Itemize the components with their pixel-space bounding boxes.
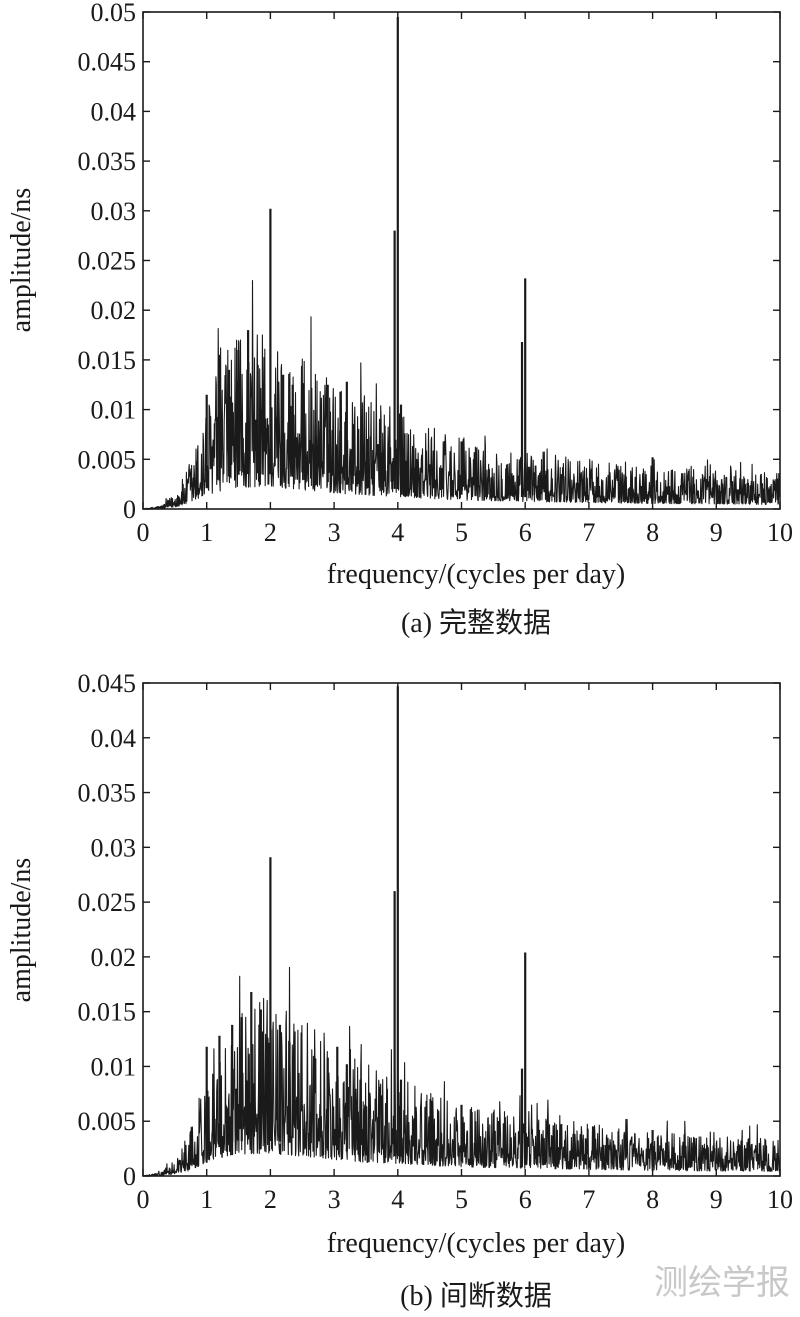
ticks-a: 0 1 2 3 4 5 6 7 8 9 10 0 0.005 0.01 0.015 0.02 0.025 0.03… (78, 0, 794, 547)
x-tick-label: 8 (646, 518, 659, 547)
x-axis-label-b: frequency/(cycles per day) (327, 1228, 626, 1259)
watermark: 测绘学报 (654, 1263, 790, 1303)
spectrum-line-a (142, 16, 781, 510)
y-axis-label-b: amplitude/ns (6, 858, 37, 1003)
y-tick-label: 0.01 (91, 396, 137, 425)
x-tick-label: 6 (519, 1185, 532, 1214)
spectrum-line-b (142, 686, 781, 1177)
y-tick-label: 0.04 (91, 724, 137, 753)
y-tick-label: 0.005 (78, 1107, 137, 1136)
y-tick-label: 0.01 (91, 1052, 137, 1081)
x-tick-label: 7 (582, 1185, 595, 1214)
x-tick-label: 8 (646, 1185, 659, 1214)
x-tick-label: 6 (519, 518, 532, 547)
y-tick-label: 0.045 (78, 669, 137, 698)
ticks-b: 0 1 2 3 4 5 6 7 8 9 10 0 0.005 0.01 0.015 0.02 0.025 0.03… (78, 669, 794, 1214)
y-tick-label: 0.015 (78, 346, 137, 375)
y-axis-label-a: amplitude/ns (6, 188, 37, 333)
x-tick-label: 10 (767, 1185, 793, 1214)
x-tick-label: 5 (455, 518, 468, 547)
x-tick-label: 7 (582, 518, 595, 547)
chart-panel-b: 0 1 2 3 4 5 6 7 8 9 10 0 0.005 0.01 0.015 0.02 0.025 0.03… (6, 669, 793, 1312)
x-tick-label: 2 (264, 1185, 277, 1214)
plot-frame-b (142, 682, 781, 1177)
y-tick-label: 0 (123, 495, 136, 524)
x-axis-label-a: frequency/(cycles per day) (327, 559, 626, 590)
x-tick-label: 4 (391, 518, 404, 547)
y-tick-label: 0.035 (78, 779, 137, 808)
x-tick-label: 1 (200, 518, 213, 547)
y-tick-label: 0.05 (91, 0, 137, 27)
x-tick-label: 3 (328, 518, 341, 547)
y-tick-label: 0.025 (78, 888, 137, 917)
y-tick-label: 0.015 (78, 998, 137, 1027)
x-tick-label: 0 (137, 518, 150, 547)
x-tick-label: 2 (264, 518, 277, 547)
x-tick-label: 9 (710, 518, 723, 547)
y-tick-label: 0.025 (78, 247, 137, 276)
y-tick-label: 0 (123, 1162, 136, 1191)
chart-panel-a: 0 1 2 3 4 5 6 7 8 9 10 0 0.005 0.01 0.015 0.02 0.025 0.03… (6, 0, 793, 639)
x-tick-label: 3 (328, 1185, 341, 1214)
y-tick-label: 0.03 (91, 197, 137, 226)
y-tick-label: 0.005 (78, 445, 137, 474)
caption-a: (a) 完整数据 (401, 607, 551, 639)
y-tick-label: 0.04 (91, 97, 137, 126)
y-tick-label: 0.045 (78, 48, 137, 77)
x-tick-label: 10 (767, 518, 793, 547)
x-tick-label: 1 (200, 1185, 213, 1214)
x-tick-label: 4 (391, 1185, 404, 1214)
x-tick-label: 9 (710, 1185, 723, 1214)
caption-b: (b) 间断数据 (400, 1280, 552, 1312)
y-tick-label: 0.035 (78, 147, 137, 176)
y-tick-label: 0.02 (91, 943, 137, 972)
y-tick-label: 0.03 (91, 833, 137, 862)
x-tick-label: 5 (455, 1185, 468, 1214)
y-tick-label: 0.02 (91, 296, 137, 325)
x-tick-label: 0 (137, 1185, 150, 1214)
